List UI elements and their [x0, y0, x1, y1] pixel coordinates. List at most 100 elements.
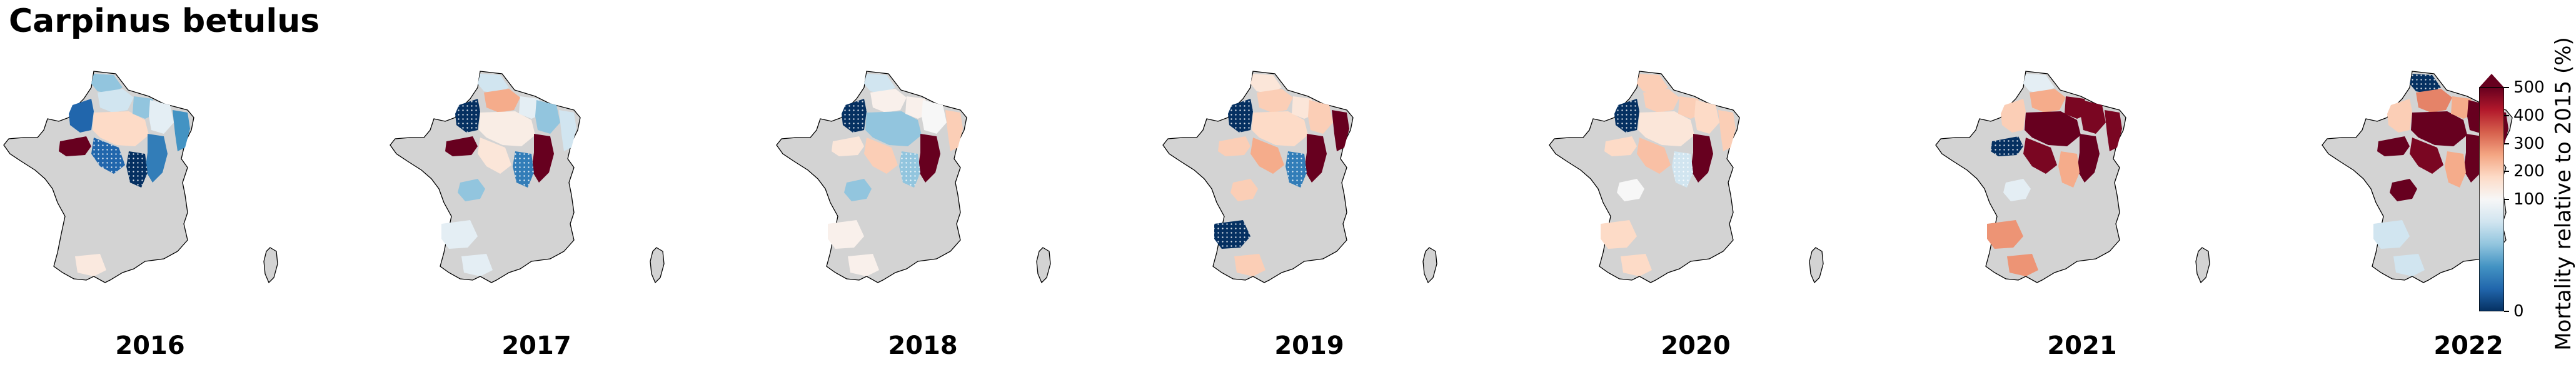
region-paris-basin — [2411, 111, 2467, 146]
region-picardy — [1257, 89, 1293, 113]
region-jura-significance-hatch — [899, 151, 920, 188]
year-label-2021: 2021 — [2047, 331, 2117, 360]
region-burgundy — [1304, 134, 1327, 183]
region-champagne — [1637, 138, 1671, 174]
year-label-2020: 2020 — [1661, 331, 1731, 360]
corsica-outline — [1809, 247, 1824, 284]
region-jura — [2058, 151, 2080, 188]
region-north — [2023, 74, 2055, 94]
region-north — [864, 74, 895, 94]
region-champagne — [1250, 138, 1284, 174]
colorbar-tick-label: 500 — [2513, 78, 2545, 97]
france-map — [390, 71, 665, 284]
region-burgundy — [2077, 134, 2100, 183]
colorbar-tickmark — [2504, 311, 2509, 312]
region-alsace — [1718, 110, 1736, 151]
region-alsace — [945, 110, 963, 151]
map-panel-2022 — [2318, 60, 2576, 310]
region-lorraine — [922, 100, 947, 134]
france-outline — [1162, 71, 1354, 283]
corsica-outline — [1422, 247, 1437, 284]
region-north — [1250, 74, 1282, 94]
map-panel-2016 — [0, 60, 300, 310]
region-lorraine — [1694, 100, 1719, 134]
region-jura-significance-hatch — [126, 151, 148, 188]
france-map — [1549, 71, 1824, 284]
map-panel-2020 — [1546, 60, 1846, 310]
region-loire — [1218, 136, 1250, 156]
region-picardy — [1643, 89, 1679, 113]
region-northwest-paris-significance-hatch — [1614, 99, 1639, 133]
colorbar-tickmark — [2504, 87, 2509, 88]
region-champagne — [2023, 138, 2057, 174]
colorbar-tick-label: 300 — [2513, 134, 2545, 153]
region-lorraine — [1308, 100, 1333, 134]
region-burgundy — [918, 134, 940, 183]
region-picardy — [484, 89, 520, 113]
region-loire — [59, 136, 91, 156]
region-north — [1637, 74, 1668, 94]
region-massif-central — [844, 179, 872, 201]
region-southwest — [828, 220, 864, 249]
corsica-outline — [2195, 247, 2210, 284]
region-pyrenees — [75, 254, 106, 276]
region-jura-significance-hatch — [513, 151, 534, 188]
region-lorraine — [2081, 100, 2106, 134]
region-jura — [2445, 151, 2466, 188]
france-outline — [1549, 71, 1740, 283]
region-massif-central — [1617, 179, 1644, 201]
year-label-2019: 2019 — [1274, 331, 1344, 360]
region-loire — [445, 136, 478, 156]
colorbar-tickmark — [2504, 171, 2509, 173]
region-jura-significance-hatch — [1285, 151, 1307, 188]
region-loire — [2377, 136, 2410, 156]
map-panel-2018 — [773, 60, 1073, 310]
region-lorraine — [149, 100, 174, 134]
region-massif-central — [458, 179, 485, 201]
map-panel-2021 — [1932, 60, 2232, 310]
region-southwest-significance-hatch — [1214, 220, 1250, 249]
region-champagne — [864, 138, 898, 174]
region-loire — [832, 136, 864, 156]
region-northwest-paris — [69, 99, 94, 133]
year-label-2017: 2017 — [501, 331, 571, 360]
year-label-2016: 2016 — [115, 331, 185, 360]
region-alsace — [559, 110, 576, 151]
region-southwest — [1601, 220, 1637, 249]
region-northwest-paris-significance-hatch — [1228, 99, 1253, 133]
colorbar-tickmark — [2504, 114, 2509, 116]
region-pyrenees — [848, 254, 879, 276]
region-champagne — [478, 138, 511, 174]
region-burgundy — [531, 134, 554, 183]
region-northwest-paris — [2387, 99, 2412, 133]
region-picardy — [98, 89, 134, 113]
region-north — [478, 74, 509, 94]
france-map — [3, 71, 278, 284]
france-map — [1935, 71, 2210, 284]
corsica-outline — [1036, 247, 1051, 284]
colorbar-tick-label: 0 — [2513, 302, 2524, 321]
region-southwest — [2373, 220, 2410, 249]
region-picardy — [2416, 89, 2452, 113]
colorbar — [2478, 74, 2505, 312]
region-pyrenees — [1621, 254, 1652, 276]
region-massif-central — [2003, 179, 2031, 201]
region-lorraine — [535, 100, 560, 134]
region-champagne-significance-hatch — [91, 138, 125, 174]
region-north — [91, 74, 123, 94]
map-panel-2019 — [1159, 60, 1459, 310]
region-massif-central — [2390, 179, 2417, 201]
figure-title: Carpinus betulus — [9, 3, 320, 40]
region-southwest — [1987, 220, 2023, 249]
corsica-outline — [263, 247, 278, 284]
colorbar-tickmark — [2504, 199, 2509, 200]
france-map — [2322, 71, 2513, 283]
year-label-2018: 2018 — [888, 331, 958, 360]
region-alsace — [2105, 110, 2122, 151]
region-paris-basin — [2025, 111, 2081, 146]
region-pyrenees — [461, 254, 493, 276]
region-paris-basin — [865, 111, 922, 146]
france-outline — [390, 71, 581, 283]
region-loire — [1604, 136, 1637, 156]
region-paris-basin — [1252, 111, 1308, 146]
